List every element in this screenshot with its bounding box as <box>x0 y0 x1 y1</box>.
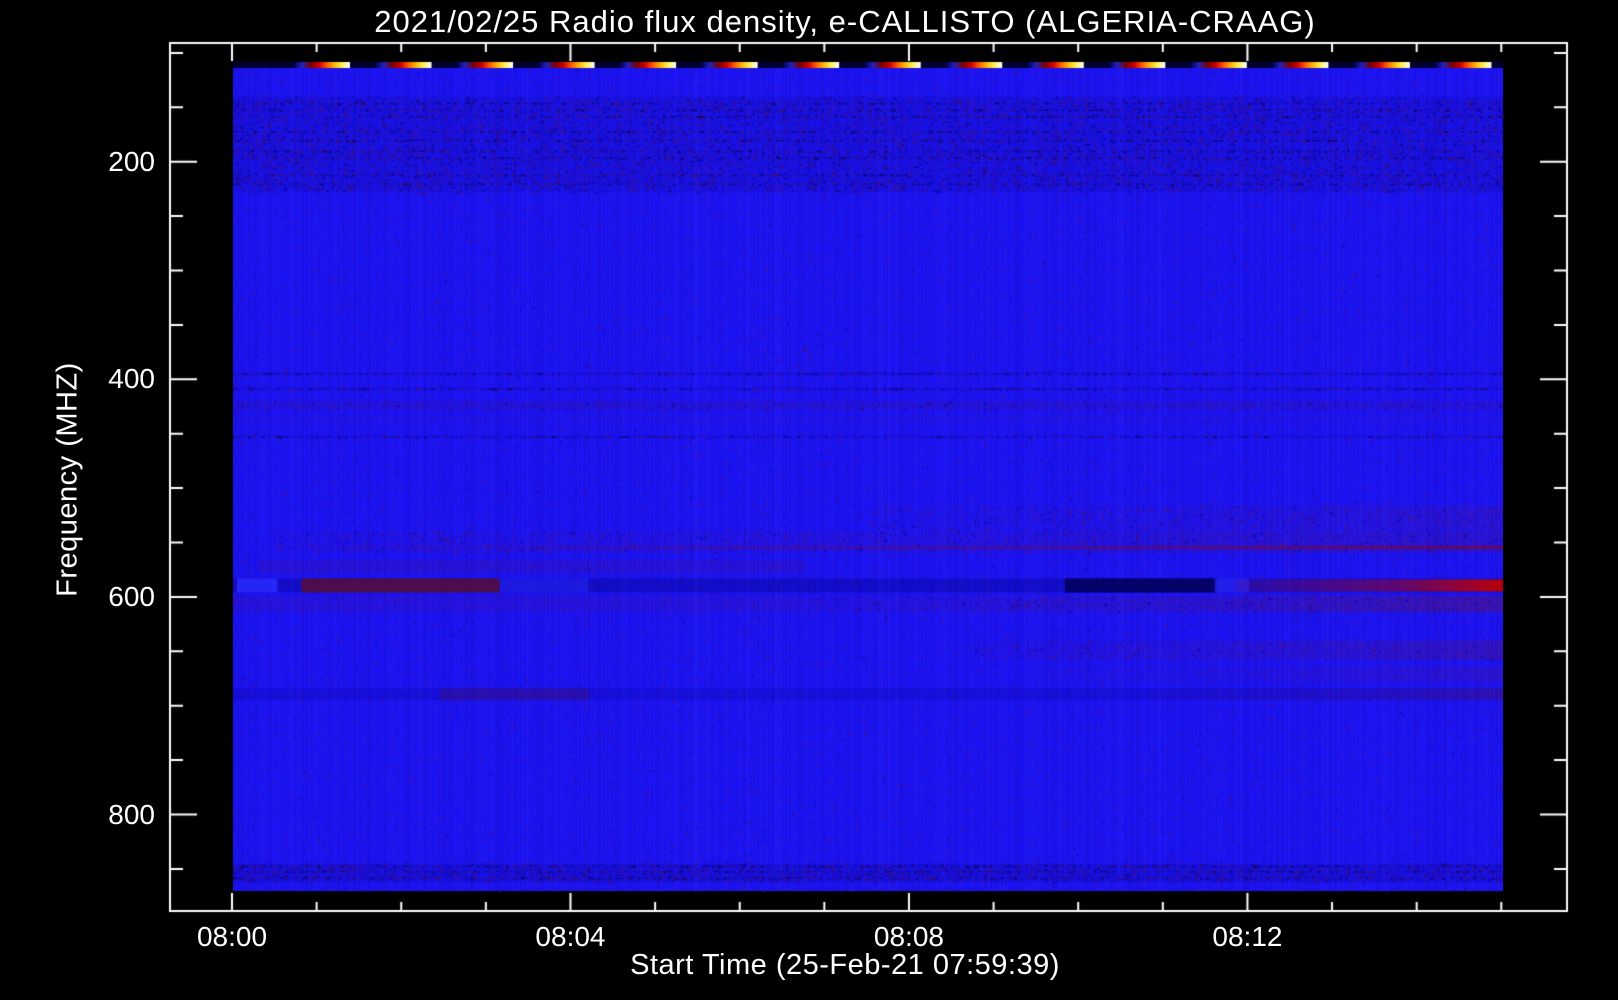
x-tick-label: 08:04 <box>535 921 606 952</box>
y-tick-label: 200 <box>108 145 155 177</box>
y-tick-label: 400 <box>108 363 155 395</box>
y-tick-label: 600 <box>108 580 155 612</box>
x-tick-label: 08:12 <box>1212 921 1283 952</box>
x-axis-label: Start Time (25-Feb-21 07:59:39) <box>630 949 1060 981</box>
y-axis-label: Frequency (MHZ) <box>51 362 84 597</box>
x-tick-label: 08:00 <box>196 921 268 952</box>
chart-title: 2021/02/25 Radio flux density, e-CALLIST… <box>374 4 1316 39</box>
x-tick-label: 08:08 <box>873 921 944 952</box>
y-tick-label: 800 <box>108 798 155 830</box>
